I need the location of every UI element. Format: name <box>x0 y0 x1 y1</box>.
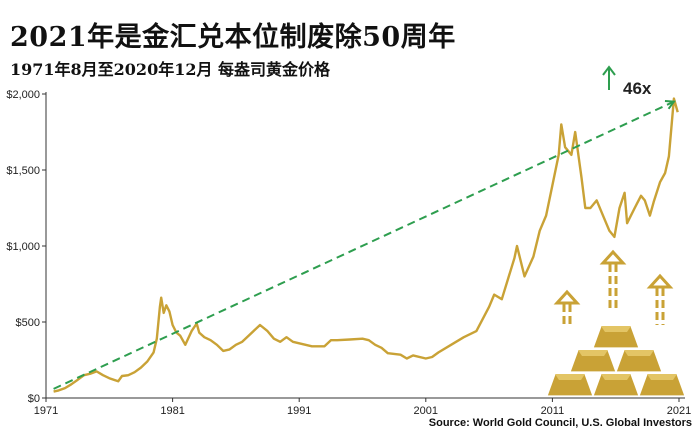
gold-price-line <box>53 97 679 393</box>
x-tick-label: 2021 <box>667 405 691 417</box>
y-tick-label: $2,000 <box>6 89 40 101</box>
growth-arrow-icon-head <box>602 65 616 76</box>
x-tick-label: 2011 <box>541 405 565 417</box>
y-tick-label: $1,000 <box>6 241 40 253</box>
up-arrow-icon-center-head <box>599 249 627 265</box>
up-arrow-icon-left-head <box>553 289 581 305</box>
x-tick-label: 2001 <box>414 405 438 417</box>
x-tick-label: 1971 <box>34 405 58 417</box>
trend-arrowhead <box>664 100 676 110</box>
trend-line <box>53 100 675 390</box>
x-tick-label: 1991 <box>287 405 311 417</box>
gold-bar-bottom-2-highlight <box>601 374 631 380</box>
chart-subtitle: 1971年8月至2020年12月 每盎司黄金价格 <box>10 60 331 79</box>
gold-bar-middle-1-highlight <box>578 350 608 356</box>
multiplier-annotation: 46x <box>623 79 652 98</box>
gold-bar-middle-2-highlight <box>624 350 654 356</box>
x-tick-label: 1981 <box>160 405 184 417</box>
chart-title: 2021年是金汇兑本位制废除50周年 <box>10 22 456 53</box>
y-tick-label: $1,500 <box>6 165 40 177</box>
gold-bar-top-highlight <box>601 326 631 332</box>
gold-bar-bottom-3-highlight <box>647 374 677 380</box>
y-tick-label: $500 <box>16 317 40 329</box>
y-tick-label: $0 <box>28 393 40 405</box>
gold-bar-bottom-1-highlight <box>555 374 585 380</box>
up-arrow-icon-right-head <box>646 273 674 289</box>
source-note: Source: World Gold Council, U.S. Global … <box>428 417 692 429</box>
